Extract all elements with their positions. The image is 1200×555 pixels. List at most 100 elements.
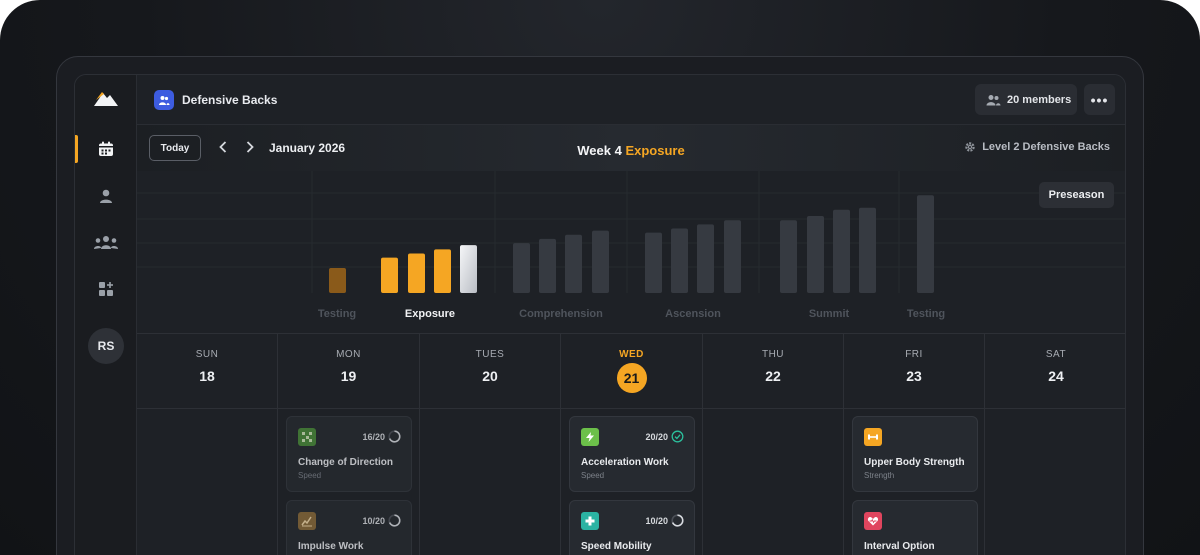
day-column [278, 409, 420, 555]
week-label: Week 4 [577, 143, 622, 158]
day-column [420, 409, 561, 555]
day-column [703, 409, 844, 555]
apps-add-icon [99, 282, 113, 296]
workout-card[interactable]: Interval Option [852, 500, 978, 555]
chart-bar[interactable] [697, 224, 714, 293]
day-header-sat[interactable]: SAT 24 [985, 334, 1125, 409]
sidebar-item-apps[interactable] [89, 272, 123, 306]
day-number: 24 [1048, 368, 1064, 384]
phase-tab-label[interactable]: Summit [809, 308, 850, 320]
chart-bar[interactable] [645, 232, 662, 293]
team-name[interactable]: Defensive Backs [182, 93, 278, 107]
day-header-thu[interactable]: THU 22 [703, 334, 844, 409]
workout-card[interactable]: 10/20 Speed Mobility [569, 500, 695, 555]
completion-count: 20/20 [645, 432, 668, 442]
day-column [985, 409, 1125, 555]
sidebar-item-athlete[interactable] [89, 179, 123, 213]
more-options-button[interactable]: ••• [1084, 84, 1115, 115]
complete-check-icon [671, 430, 684, 443]
person-icon [100, 189, 112, 203]
mountain-logo[interactable] [94, 89, 118, 107]
phase-label: Exposure [625, 143, 685, 158]
chart-bar[interactable] [833, 209, 850, 293]
phase-tab-label[interactable]: Ascension [665, 308, 721, 320]
phase-tab-label[interactable]: Comprehension [519, 308, 603, 320]
day-number: 19 [340, 368, 357, 384]
workout-card[interactable]: 16/20 Change of Direction Speed [286, 416, 412, 492]
group-icon [94, 236, 118, 249]
sidebar-item-team[interactable] [89, 225, 123, 259]
workout-card[interactable]: 20/20 Acceleration Work Speed [569, 416, 695, 492]
pattern-icon [298, 428, 316, 446]
calendar-icon [99, 141, 113, 156]
day-column [844, 409, 985, 555]
chart-bar[interactable] [408, 253, 425, 293]
workout-category: Speed [581, 471, 605, 480]
day-column [137, 409, 278, 555]
chart-icon [298, 512, 316, 530]
chart-bar[interactable] [460, 245, 477, 293]
chart-bar[interactable] [671, 228, 688, 293]
workout-category: Strength [864, 471, 895, 480]
chart-bar[interactable] [807, 216, 824, 293]
chart-bar[interactable] [513, 243, 530, 293]
day-header-sun[interactable]: SUN 18 [137, 334, 278, 409]
chart-bar[interactable] [592, 230, 609, 293]
progress-ring-icon [671, 514, 684, 527]
completion-count: 16/20 [362, 432, 385, 442]
plus-icon [581, 512, 599, 530]
level-selector[interactable]: Level 2 Defensive Backs [964, 141, 1110, 153]
chart-bar[interactable] [780, 220, 797, 293]
members-icon [986, 94, 1001, 105]
app-window: RS Defensive Backs 20 mem [74, 74, 1126, 555]
phase-tab-label[interactable]: Exposure [405, 308, 455, 320]
prev-week-button[interactable] [217, 139, 229, 155]
calendar-header: Today January 2026 Week 4 Exposure Level… [137, 125, 1125, 171]
chart-bar[interactable] [381, 257, 398, 293]
team-badge-icon [154, 90, 174, 110]
chevron-left-icon [219, 141, 227, 153]
day-header-mon[interactable]: MON 19 [278, 334, 420, 409]
day-header-fri[interactable]: FRI 23 [844, 334, 985, 409]
day-number: 23 [906, 368, 922, 384]
day-name: SUN [195, 349, 219, 360]
day-number: 21 [616, 363, 647, 393]
workout-title: Impulse Work [298, 541, 364, 552]
phase-tab-label[interactable]: Testing [318, 308, 356, 320]
members-button[interactable]: 20 members [975, 84, 1077, 115]
workout-card[interactable]: Upper Body Strength Strength [852, 416, 978, 492]
chart-bar[interactable] [917, 195, 934, 293]
day-number: 20 [482, 368, 498, 384]
chart-bar[interactable] [329, 268, 346, 293]
chart-bar[interactable] [434, 249, 451, 293]
phase-tab-label[interactable]: Testing [907, 308, 945, 320]
day-name: FRI [905, 349, 923, 360]
next-week-button[interactable] [244, 139, 256, 155]
preseason-button[interactable]: Preseason [1039, 182, 1114, 208]
day-name: WED [619, 349, 644, 360]
level-label: Level 2 Defensive Backs [982, 141, 1110, 153]
week-title: Week 4 Exposure [137, 143, 1125, 158]
day-header-tues[interactable]: TUES 20 [420, 334, 561, 409]
chart-bar[interactable] [565, 234, 582, 293]
workout-title: Acceleration Work [581, 457, 669, 468]
month-label: January 2026 [269, 141, 346, 155]
chart-bar[interactable] [724, 220, 741, 293]
bolt-icon [581, 428, 599, 446]
members-label: 20 members [1007, 93, 1072, 106]
today-button[interactable]: Today [149, 135, 201, 161]
sidebar: RS [75, 75, 137, 555]
progress-ring-icon [388, 514, 401, 527]
sidebar-item-calendar[interactable] [89, 132, 123, 166]
chevron-right-icon [246, 141, 254, 153]
day-number: 22 [765, 368, 781, 384]
workout-card[interactable]: 10/20 Impulse Work [286, 500, 412, 555]
day-name: MON [336, 349, 361, 360]
avatar[interactable]: RS [88, 328, 124, 364]
day-header-wed[interactable]: WED 21 [561, 334, 703, 409]
chart-bar[interactable] [859, 207, 876, 293]
week-grid: 16/20 Change of Direction Speed 10/20 Impuls… [137, 409, 1125, 555]
day-number: 18 [199, 368, 215, 384]
chart-bar[interactable] [539, 238, 556, 293]
day-column [561, 409, 703, 555]
